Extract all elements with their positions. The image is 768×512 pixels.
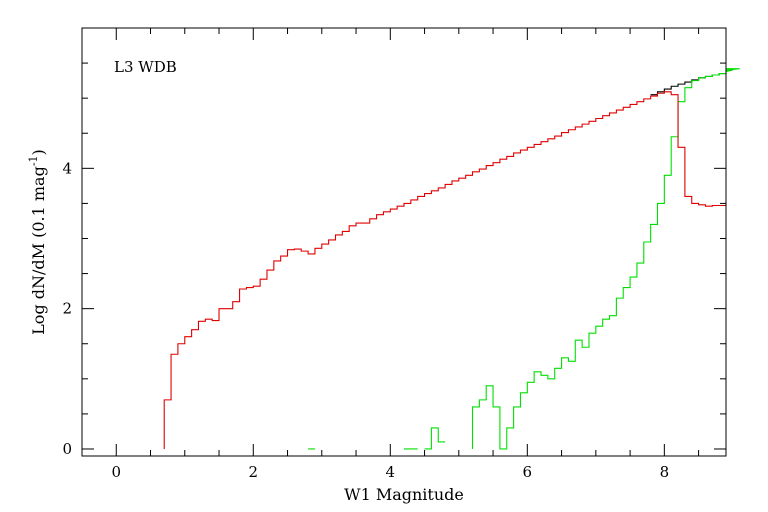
y-axis-label-close: ) (29, 149, 48, 155)
x-tick-label: 0 (111, 463, 121, 481)
x-axis-label: W1 Magnitude (344, 485, 464, 504)
y-axis-label-superscript: -1 (27, 155, 40, 166)
tick-labels: 0 2 4 6 8 0 2 4 (62, 159, 669, 481)
tick-marks (81, 27, 726, 456)
panel-label: L3 WDB (114, 58, 177, 76)
x-tick-label: 6 (523, 463, 533, 481)
series-line (308, 68, 740, 450)
y-tick-label: 2 (62, 300, 72, 318)
y-tick-label: 0 (62, 440, 72, 458)
y-tick-label: 4 (62, 159, 72, 177)
y-axis-label-main: Log dN/dM (0.1 mag (29, 166, 48, 335)
series-line (163, 91, 727, 449)
x-tick-label: 4 (386, 463, 396, 481)
x-tick-label: 2 (249, 463, 259, 481)
series-layer (163, 68, 740, 450)
series-line (650, 73, 726, 96)
x-tick-label: 8 (660, 463, 670, 481)
plot-frame (81, 27, 727, 457)
y-axis-label: Log dN/dM (0.1 mag-1) (27, 149, 48, 335)
